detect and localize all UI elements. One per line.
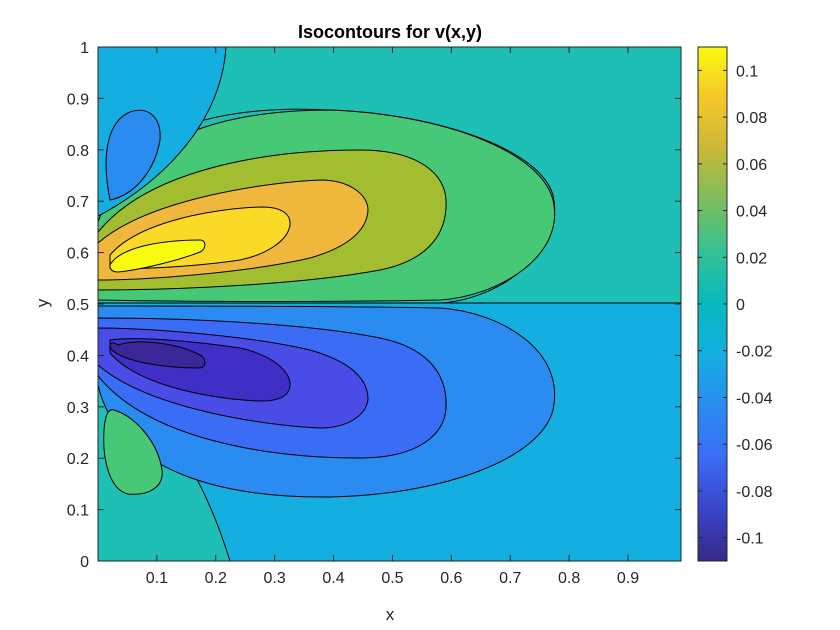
x-tick-label: 0.5 [381,570,403,587]
y-tick-label: 0.7 [67,194,89,211]
x-tick-label: 0.1 [146,570,168,587]
x-tick-label: 0.9 [617,570,639,587]
colorbar-tick-label: -0.08 [736,484,773,501]
y-tick-label: 0.6 [67,246,89,263]
y-tick-label: 0.3 [67,400,89,417]
colorbar-tick-label: 0.02 [736,250,767,267]
colorbar-tick-label: 0.08 [736,110,767,127]
contour-region-neg-0.1 [109,341,206,369]
y-tick-label: 0.4 [67,348,89,365]
y-tick-label: 1 [80,40,89,57]
x-axis-label: x [386,605,395,624]
y-axis-label: y [33,298,52,307]
colorbar-tick-label: 0.1 [736,63,758,80]
colorbar-tick-label: -0.06 [736,437,773,454]
colorbar: -0.1 -0.08 -0.06 -0.04 -0.02 0 0.02 0.04 0.06 0.0… [697,46,773,562]
x-tick-label: 0.3 [264,570,286,587]
colorbar-tick-label: 0 [736,297,745,314]
y-axis: 0 0.1 0.2 0.3 0.4 0.5 0.6 0.7 0.8 0.9 1 [67,40,681,571]
chart-title: Isocontours for v(x,y) [298,22,482,42]
x-tick-label: 0.4 [322,570,344,587]
x-tick-label: 0.6 [440,570,462,587]
y-tick-label: 0.1 [67,503,89,520]
x-tick-label: 0.2 [205,570,227,587]
colorbar-tick-label: 0.04 [736,204,767,221]
colorbar-tick-label: 0.06 [736,157,767,174]
contour-region-corner-bottom [103,409,163,495]
x-tick-label: 0.8 [558,570,580,587]
colorbar-tick-label: -0.1 [736,531,764,548]
colorbar-tick-label: -0.04 [736,390,773,407]
plot-area [97,46,682,562]
y-tick-label: 0.8 [67,143,89,160]
contour-region-pos-0.1 [109,239,206,273]
x-tick-label: 0.7 [499,570,521,587]
colorbar-gradient [697,46,728,562]
contour-region-corner-top-inner [105,109,161,201]
y-tick-label: 0 [80,554,89,571]
y-tick-label: 0.5 [67,297,89,314]
y-tick-label: 0.2 [67,451,89,468]
x-axis: 0.1 0.2 0.3 0.4 0.5 0.6 0.7 0.8 0.9 [146,47,639,587]
colorbar-tick-label: -0.02 [736,344,773,361]
y-tick-label: 0.9 [67,91,89,108]
